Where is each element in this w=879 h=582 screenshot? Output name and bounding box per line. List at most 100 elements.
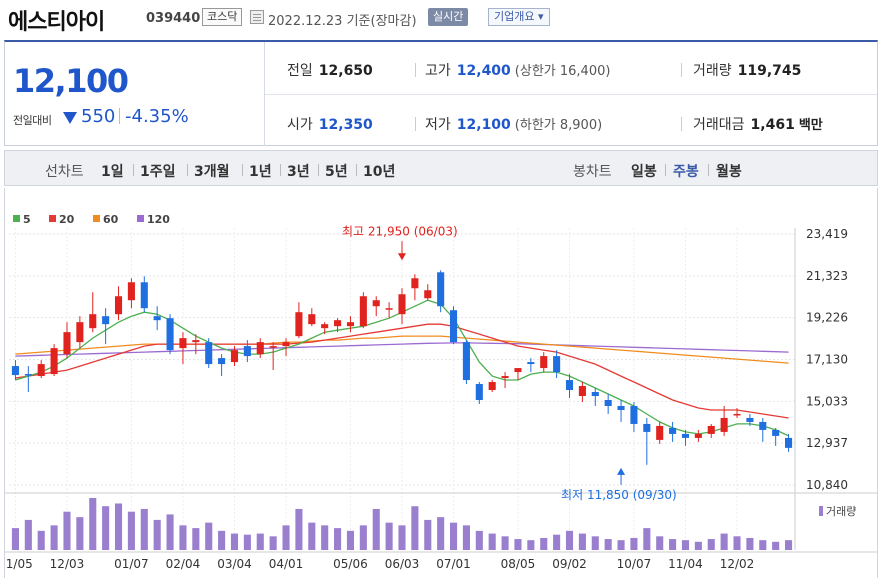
x-tick-label: 08/05 <box>501 557 536 571</box>
period-1w[interactable]: 1주일 <box>140 164 176 180</box>
volume-bar <box>37 530 45 550</box>
volume-bar <box>656 536 664 550</box>
legend-swatch <box>137 215 144 222</box>
period-10y[interactable]: 10년 <box>363 164 396 180</box>
volume-bar <box>527 540 535 550</box>
candle-body <box>321 324 329 329</box>
volume-bar <box>540 537 548 550</box>
candle-body <box>256 342 264 355</box>
candle-body <box>772 429 780 436</box>
period-divider <box>133 164 134 176</box>
candle-body <box>398 294 406 315</box>
volume-bar <box>114 503 123 550</box>
candle-body <box>63 332 71 355</box>
period-divider <box>242 164 243 176</box>
period-divider <box>708 164 709 176</box>
legend-swatch <box>49 215 56 222</box>
candle-body <box>411 278 419 289</box>
candle-body <box>669 427 677 434</box>
x-tick-label: 11/04 <box>668 557 703 571</box>
candle-body <box>37 364 45 377</box>
volume-bar <box>192 528 200 550</box>
y-tick-label: 17,130 <box>806 352 848 366</box>
company-overview-button[interactable]: 기업개요 ▾ <box>488 8 550 26</box>
realtime-button[interactable]: 실시간 <box>428 8 469 26</box>
candle-body <box>179 338 187 349</box>
ma120-line <box>15 342 789 357</box>
cell-divider <box>681 63 682 77</box>
ma60-line <box>15 335 789 364</box>
volume-bar <box>565 530 574 550</box>
candle-body <box>527 362 535 365</box>
volume-bar <box>437 517 445 550</box>
candle-body <box>604 399 612 406</box>
candle-body <box>359 296 367 327</box>
x-tick-label: 06/03 <box>385 557 420 571</box>
candle-body <box>295 312 303 337</box>
period-1d[interactable]: 1일 <box>101 164 124 180</box>
volume-bar <box>759 540 767 550</box>
y-tick-label: 23,419 <box>806 227 848 241</box>
x-tick-label: 01/07 <box>114 557 149 571</box>
y-tick-label: 19,226 <box>806 311 848 325</box>
volume-bar <box>346 530 355 550</box>
candle-daily[interactable]: 일봉 <box>631 164 657 180</box>
candle-body <box>424 290 432 299</box>
y-tick-label: 21,323 <box>806 269 848 283</box>
volume-bar <box>398 525 406 550</box>
candle-body <box>759 421 767 430</box>
volume-label: 거래량 <box>826 505 856 518</box>
legend-swatch <box>13 215 20 222</box>
candle-weekly[interactable]: 주봉 <box>673 164 699 180</box>
volume-bar <box>50 525 58 550</box>
volume-bar <box>462 525 470 550</box>
candle-body <box>76 322 84 343</box>
candle-body <box>630 405 638 424</box>
candle-body <box>617 405 625 410</box>
stock-code: 039440 <box>146 11 201 26</box>
volume-bar <box>514 539 522 550</box>
candle-monthly[interactable]: 월봉 <box>716 164 742 180</box>
x-tick-label: 03/04 <box>217 557 252 571</box>
candle-body <box>475 384 483 400</box>
calendar-icon <box>250 10 264 24</box>
volume-bar <box>179 525 187 550</box>
candle-body <box>578 386 586 397</box>
stock-name: 에스티아이 <box>8 10 105 35</box>
change-percent: -4.35% <box>125 106 189 127</box>
period-5y[interactable]: 5년 <box>325 164 348 180</box>
volume-bar <box>166 514 174 550</box>
cell-divider <box>681 117 682 131</box>
period-3m[interactable]: 3개월 <box>194 164 230 180</box>
candle-body <box>720 417 728 432</box>
period-divider <box>665 164 666 176</box>
period-3y[interactable]: 3년 <box>287 164 310 180</box>
period-divider <box>318 164 319 176</box>
candle-body <box>89 314 97 329</box>
candle-body <box>102 316 110 325</box>
low-arrow-icon <box>617 467 626 475</box>
volume-bar <box>153 519 161 550</box>
candle-chart-label: 봉차트 <box>573 164 612 180</box>
period-divider <box>280 164 281 176</box>
period-1y[interactable]: 1년 <box>249 164 272 180</box>
x-tick-label: 12/02 <box>720 557 755 571</box>
open-price: 시가 12,350 <box>287 117 373 133</box>
candle-body <box>153 316 161 321</box>
candle-body <box>269 346 277 348</box>
legend-label: 60 <box>103 213 119 226</box>
volume-bar <box>643 528 651 550</box>
candle-body <box>205 342 213 365</box>
candle-body <box>11 366 19 376</box>
candle-body <box>282 342 290 347</box>
volume-bar <box>475 530 483 550</box>
quote-panel: 12,100 전일대비 550 -4.35% 전일 12,650 고가 12,400… <box>4 40 878 146</box>
volume-bar <box>733 536 741 550</box>
candle-body <box>746 417 754 422</box>
candle-body <box>643 423 651 432</box>
current-price: 12,100 <box>13 62 129 100</box>
volume-bar <box>604 539 612 550</box>
candle-body <box>707 425 715 434</box>
period-divider <box>187 164 188 176</box>
volume-bar <box>449 522 458 550</box>
